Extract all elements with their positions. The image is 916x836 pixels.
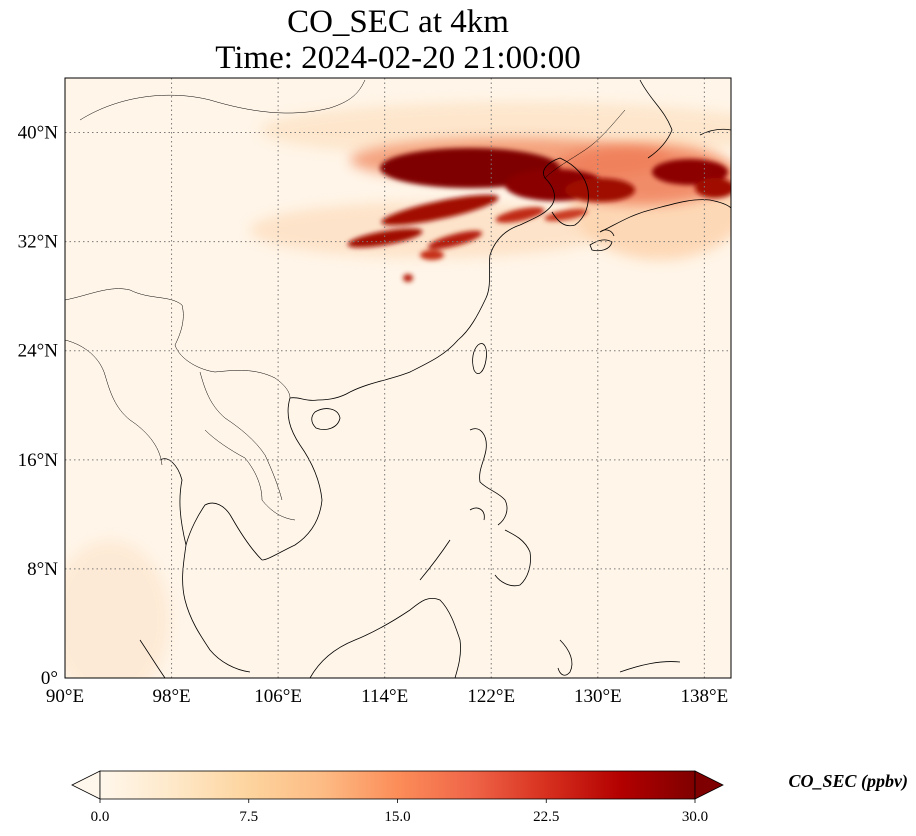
lon-tick-labels: 90°E 98°E 106°E 114°E 122°E 130°E 138°E — [46, 686, 728, 707]
colorbar-ticks: 0.0 7.5 15.0 22.5 30.0 — [91, 799, 708, 825]
hainan — [311, 408, 341, 430]
luzon — [469, 428, 508, 526]
colorbar-extend-min — [71, 770, 101, 800]
map-panel — [65, 78, 731, 678]
lon-tick-label: 130°E — [574, 686, 622, 707]
south-china-coast — [289, 391, 351, 401]
myanmar-border — [65, 339, 163, 466]
lat-tick-label: 0° — [41, 668, 58, 689]
mindanao — [494, 529, 531, 587]
palawan — [419, 539, 451, 581]
malay-west — [159, 458, 187, 546]
lat-tick-label: 32°N — [18, 232, 59, 253]
japan-shikoku — [599, 229, 615, 237]
lat-tick-label: 16°N — [18, 450, 59, 471]
title-line-2: Time: 2024-02-20 21:00:00 — [215, 40, 581, 76]
concentration-field — [65, 102, 731, 678]
china-south-border — [65, 288, 291, 399]
country-borders — [65, 79, 626, 521]
new-guinea-edge — [619, 661, 681, 673]
colorbar-extend-max — [694, 770, 724, 800]
lon-tick-label: 122°E — [467, 686, 515, 707]
lat-tick-label: 40°N — [18, 123, 59, 144]
china-coastline — [349, 254, 491, 393]
hokkaido — [699, 128, 731, 136]
vietnam-coast — [261, 397, 323, 561]
taiwan — [472, 343, 487, 374]
visayas — [469, 507, 485, 521]
korea-peninsula — [551, 157, 589, 227]
title-line-1: CO_SEC at 4km — [287, 4, 509, 40]
map-frame — [64, 77, 732, 679]
china-north-korea-border — [544, 109, 626, 179]
borneo — [309, 597, 461, 678]
japan-honshu — [599, 199, 731, 233]
lat-tick-labels: 0° 8°N 16°N 24°N 32°N 40°N — [18, 123, 59, 689]
lon-tick-label: 114°E — [361, 686, 408, 707]
colorbar-title: CO_SEC (ppbv) — [788, 771, 908, 792]
lon-tick-label: 106°E — [254, 686, 302, 707]
colorbar-tick-label: 22.5 — [533, 809, 559, 825]
bohai-coast — [489, 157, 561, 256]
gridlines — [65, 78, 731, 678]
map-title: CO_SEC at 4km Time: 2024-02-20 21:00:00 — [0, 4, 796, 76]
mongolia-border — [79, 79, 366, 121]
plume-core — [347, 148, 731, 282]
lat-tick-label: 8°N — [27, 559, 58, 580]
laos-border — [199, 371, 283, 501]
sumatra — [139, 639, 166, 678]
colorbar-tick-label: 7.5 — [239, 809, 258, 825]
sulawesi — [557, 639, 573, 676]
colorbar-tick-label: 30.0 — [682, 809, 708, 825]
colorbar-gradient — [99, 770, 696, 800]
colorbar: 0.0 7.5 15.0 22.5 30.0 CO_SEC (ppbv) — [71, 770, 908, 825]
lon-tick-label: 90°E — [46, 686, 84, 707]
colorbar-tick-label: 0.0 — [91, 809, 110, 825]
lon-tick-label: 98°E — [152, 686, 190, 707]
lon-tick-label: 138°E — [681, 686, 729, 707]
lat-tick-label: 24°N — [18, 341, 59, 362]
russia-coast — [639, 79, 673, 159]
colorbar-tick-label: 15.0 — [384, 809, 410, 825]
thailand-border — [204, 429, 263, 501]
cambodia-border — [261, 499, 296, 521]
